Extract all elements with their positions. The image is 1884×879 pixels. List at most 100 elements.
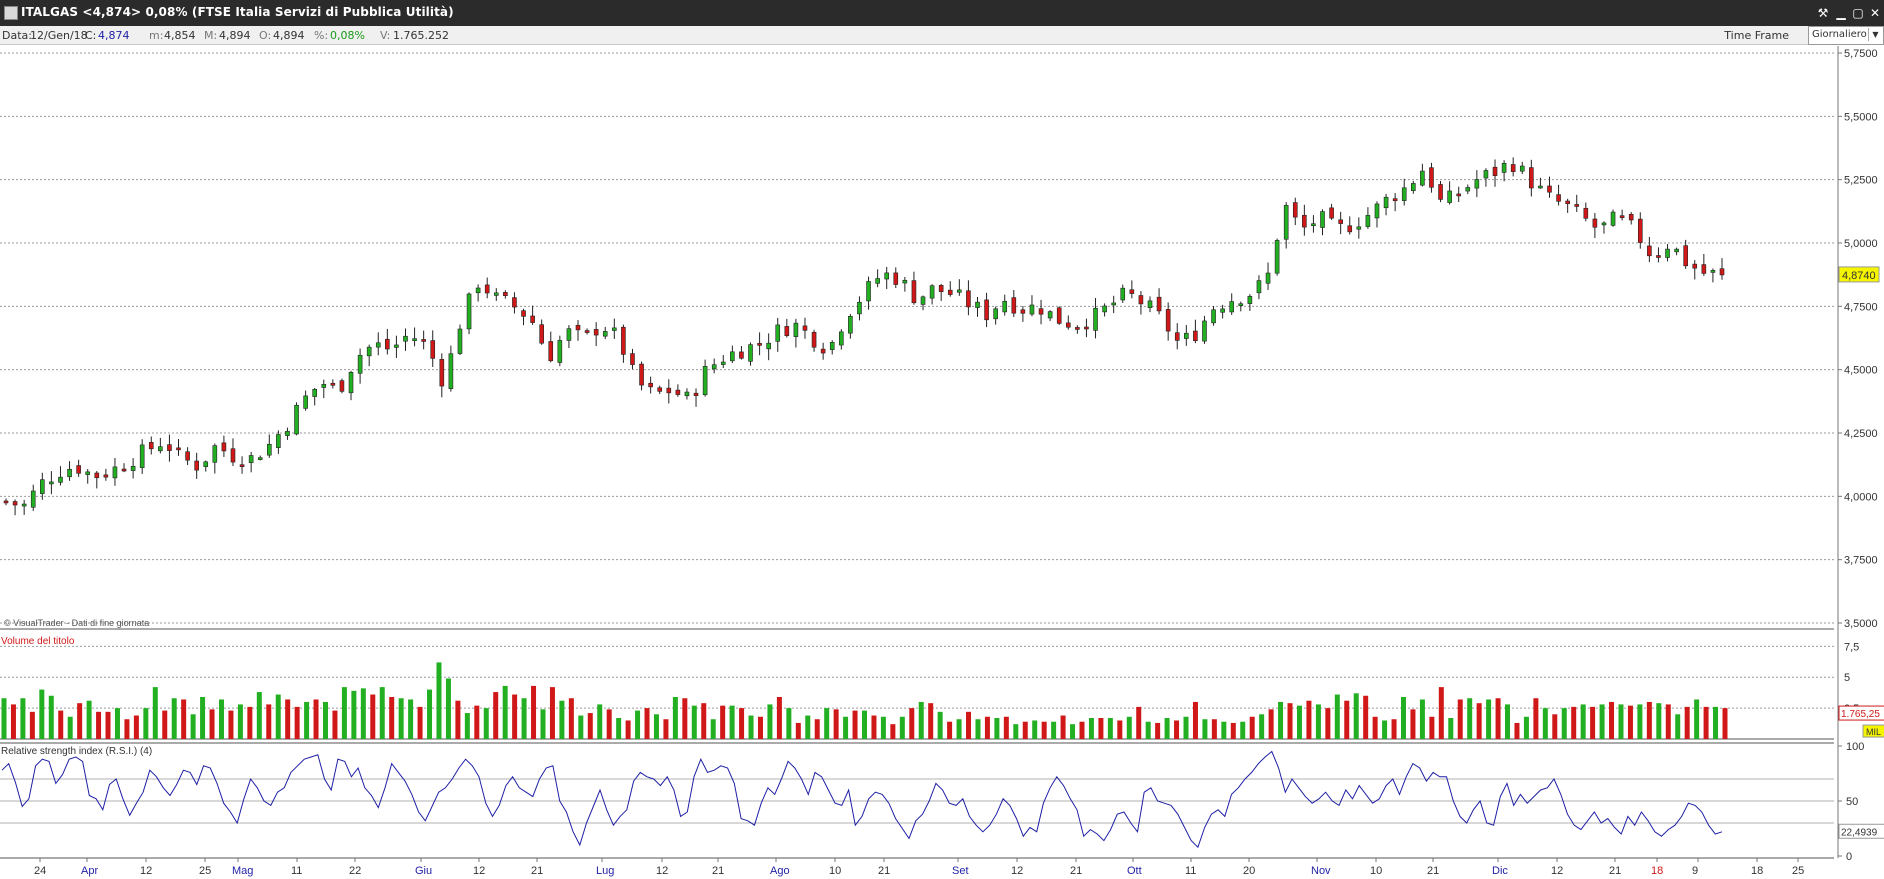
candle-body bbox=[1656, 255, 1661, 258]
candle-body bbox=[1356, 226, 1362, 230]
candle bbox=[639, 361, 644, 391]
volume-bar bbox=[625, 720, 631, 739]
candle-body bbox=[230, 448, 236, 463]
tools-icon[interactable]: ⚒ bbox=[1817, 6, 1829, 20]
candle-body bbox=[339, 380, 345, 392]
volume-unit-label: MIL bbox=[1866, 727, 1881, 737]
time-tick-label: 21 bbox=[1070, 865, 1082, 877]
volume-bar bbox=[653, 714, 659, 739]
candle bbox=[693, 388, 699, 407]
candle-body bbox=[375, 342, 381, 348]
minimize-icon[interactable]: ▁ bbox=[1836, 6, 1846, 20]
candle-body bbox=[1265, 272, 1271, 284]
candle-body bbox=[1165, 309, 1171, 332]
candle bbox=[602, 326, 608, 340]
volume-bar bbox=[531, 685, 537, 739]
candle-body bbox=[1583, 207, 1589, 219]
volume-bar bbox=[114, 708, 120, 739]
candle bbox=[839, 329, 844, 350]
candle bbox=[1447, 181, 1452, 205]
candle-body bbox=[85, 471, 91, 475]
candle-body bbox=[40, 479, 45, 494]
candle bbox=[1038, 299, 1044, 325]
candle-body bbox=[176, 447, 181, 451]
volume-bar bbox=[1145, 721, 1151, 739]
volume-value: 1.765.252 bbox=[393, 29, 449, 42]
volume-bar bbox=[540, 709, 546, 739]
candle bbox=[385, 328, 390, 355]
candle bbox=[12, 499, 18, 516]
candle bbox=[148, 436, 154, 455]
candle-body bbox=[766, 342, 771, 350]
candle bbox=[1365, 207, 1371, 229]
candle bbox=[920, 295, 926, 311]
candle-body bbox=[993, 308, 998, 320]
volume-bar bbox=[427, 689, 433, 739]
maximize-icon[interactable]: ▢ bbox=[1852, 6, 1864, 20]
candle bbox=[239, 456, 245, 474]
candle bbox=[112, 457, 118, 486]
candle bbox=[357, 348, 363, 384]
candle bbox=[811, 329, 817, 352]
candle bbox=[40, 472, 45, 500]
candle bbox=[1510, 157, 1516, 177]
candle-body bbox=[512, 297, 517, 308]
volume-bar bbox=[493, 692, 499, 739]
volume-bar bbox=[748, 715, 754, 739]
volume-bar bbox=[152, 687, 158, 739]
volume-bar bbox=[1164, 718, 1170, 739]
volume-bar bbox=[1183, 716, 1189, 739]
candle-body bbox=[1710, 270, 1716, 273]
volume-bar bbox=[1296, 705, 1302, 739]
candle-body bbox=[1102, 305, 1107, 313]
volume-bar bbox=[786, 708, 792, 739]
candle-body bbox=[1556, 194, 1561, 202]
candle-body bbox=[1538, 185, 1543, 189]
candle bbox=[1674, 247, 1679, 256]
candle bbox=[312, 387, 317, 406]
timeframe-select[interactable]: Giornaliero ▼ bbox=[1808, 26, 1884, 45]
candle bbox=[1156, 288, 1162, 315]
chevron-down-icon[interactable]: ▼ bbox=[1868, 28, 1882, 41]
candle-body bbox=[1065, 322, 1071, 328]
candle-body bbox=[1365, 215, 1371, 227]
volume-bar bbox=[1618, 704, 1624, 739]
candle-body bbox=[557, 340, 563, 363]
candle-body bbox=[621, 326, 626, 355]
last-volume-tag bbox=[1838, 705, 1884, 721]
ohlc-infobar: Data: 12/Gen/18 C: 4,874 m: 4,854 M: 4,8… bbox=[0, 26, 1884, 45]
volume-bar bbox=[1278, 701, 1284, 739]
candle-body bbox=[866, 281, 871, 302]
close-icon[interactable]: ✕ bbox=[1869, 6, 1881, 20]
candle-body bbox=[657, 387, 663, 392]
candle-body bbox=[784, 326, 790, 336]
candle bbox=[675, 384, 681, 397]
candle bbox=[621, 324, 626, 363]
candle-body bbox=[1075, 327, 1080, 330]
candle bbox=[657, 385, 663, 395]
volume-bar bbox=[48, 695, 54, 739]
candle-body bbox=[248, 455, 254, 463]
candle bbox=[1619, 209, 1625, 221]
candle bbox=[866, 276, 871, 310]
candle-body bbox=[1628, 214, 1634, 221]
candle-body bbox=[1392, 198, 1398, 202]
volume-bar bbox=[1221, 721, 1227, 739]
candle bbox=[1592, 212, 1598, 239]
candle-body bbox=[1438, 184, 1443, 200]
candle bbox=[457, 324, 463, 355]
volume-bar bbox=[133, 715, 139, 739]
candle-body bbox=[1383, 196, 1389, 209]
max-label: M: bbox=[204, 29, 218, 42]
time-tick-label: Giu bbox=[415, 865, 432, 877]
time-tick-label: Ott bbox=[1127, 865, 1142, 877]
candle bbox=[575, 320, 581, 341]
time-tick-label: 12 bbox=[1551, 865, 1563, 877]
time-tick-label: Apr bbox=[81, 865, 98, 877]
candle bbox=[957, 279, 962, 296]
candle-body bbox=[957, 289, 962, 293]
volume-bar bbox=[105, 711, 111, 739]
candle-body bbox=[439, 359, 445, 387]
rsi-gridlines bbox=[0, 742, 1834, 824]
